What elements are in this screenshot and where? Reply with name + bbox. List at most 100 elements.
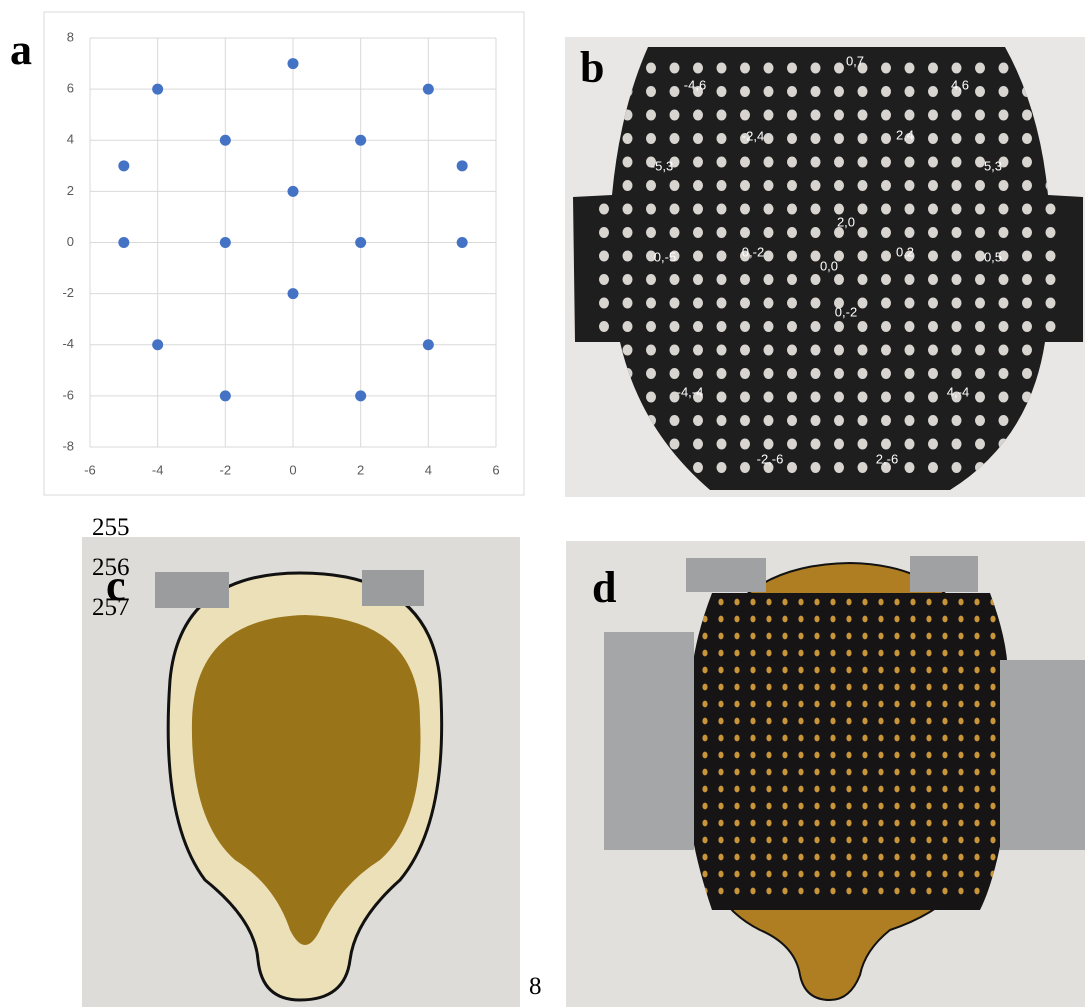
- hole: [740, 63, 750, 74]
- hole: [910, 616, 915, 623]
- hole: [881, 439, 891, 450]
- hole: [858, 462, 868, 473]
- hole: [702, 769, 707, 776]
- hole: [881, 274, 891, 285]
- plate-label: -2,4: [742, 128, 764, 143]
- hole: [975, 298, 985, 309]
- hole: [646, 392, 656, 403]
- hole: [862, 684, 867, 691]
- hole: [766, 735, 771, 742]
- hole: [734, 752, 739, 759]
- hole: [702, 786, 707, 793]
- hole: [1022, 368, 1032, 379]
- hole: [905, 63, 915, 74]
- hole: [942, 633, 947, 640]
- hole: [670, 274, 680, 285]
- hole: [990, 616, 995, 623]
- hole: [717, 392, 727, 403]
- hole: [718, 667, 723, 674]
- hole: [814, 752, 819, 759]
- hole: [846, 633, 851, 640]
- hole: [766, 633, 771, 640]
- hole: [926, 667, 931, 674]
- hole: [734, 803, 739, 810]
- hole: [928, 204, 938, 215]
- hole: [740, 392, 750, 403]
- hole: [834, 321, 844, 332]
- point: [152, 339, 163, 350]
- hole: [928, 180, 938, 191]
- hole: [693, 251, 703, 262]
- hole: [766, 701, 771, 708]
- plate-label: 0,5: [984, 249, 1002, 264]
- hole: [952, 133, 962, 144]
- hole: [717, 86, 727, 97]
- hole: [693, 298, 703, 309]
- hole: [782, 616, 787, 623]
- hole: [928, 86, 938, 97]
- plate-label: 0,7: [846, 53, 864, 68]
- hole: [926, 786, 931, 793]
- hole: [928, 251, 938, 262]
- hole: [905, 439, 915, 450]
- hole: [814, 854, 819, 861]
- hole: [975, 368, 985, 379]
- hole: [782, 735, 787, 742]
- plate-label: -4,6: [684, 77, 706, 92]
- hole: [782, 769, 787, 776]
- hole: [878, 650, 883, 657]
- hole: [750, 871, 755, 878]
- hole: [894, 888, 899, 895]
- hole: [952, 321, 962, 332]
- hole: [881, 133, 891, 144]
- hole: [834, 415, 844, 426]
- hole: [702, 684, 707, 691]
- hole: [846, 837, 851, 844]
- hole: [926, 599, 931, 606]
- hole: [958, 854, 963, 861]
- hole: [766, 888, 771, 895]
- hole: [862, 752, 867, 759]
- hole: [798, 718, 803, 725]
- hole: [782, 837, 787, 844]
- hole: [846, 650, 851, 657]
- hole: [740, 415, 750, 426]
- hole: [942, 837, 947, 844]
- hole: [999, 110, 1009, 121]
- hole: [830, 667, 835, 674]
- hole: [905, 392, 915, 403]
- hole: [862, 718, 867, 725]
- hole: [718, 888, 723, 895]
- hole: [811, 345, 821, 356]
- hole: [910, 633, 915, 640]
- hole: [990, 837, 995, 844]
- plate-label: 0,-2: [742, 244, 764, 259]
- tape: [604, 632, 694, 850]
- hole: [834, 157, 844, 168]
- hole: [834, 63, 844, 74]
- hole: [814, 599, 819, 606]
- hole: [952, 345, 962, 356]
- hole: [905, 227, 915, 238]
- hole: [975, 133, 985, 144]
- hole: [750, 701, 755, 708]
- hole: [905, 180, 915, 191]
- hole: [990, 752, 995, 759]
- hole: [787, 133, 797, 144]
- hole: [764, 298, 774, 309]
- hole: [952, 368, 962, 379]
- point: [220, 135, 231, 146]
- hole: [894, 633, 899, 640]
- hole: [958, 718, 963, 725]
- hole: [910, 752, 915, 759]
- hole: [599, 251, 609, 262]
- hole: [926, 616, 931, 623]
- hole: [958, 650, 963, 657]
- hole: [782, 820, 787, 827]
- hole: [750, 599, 755, 606]
- hole: [928, 274, 938, 285]
- x-tick-label: -2: [220, 462, 232, 477]
- hole: [798, 871, 803, 878]
- hole: [764, 227, 774, 238]
- hole: [702, 820, 707, 827]
